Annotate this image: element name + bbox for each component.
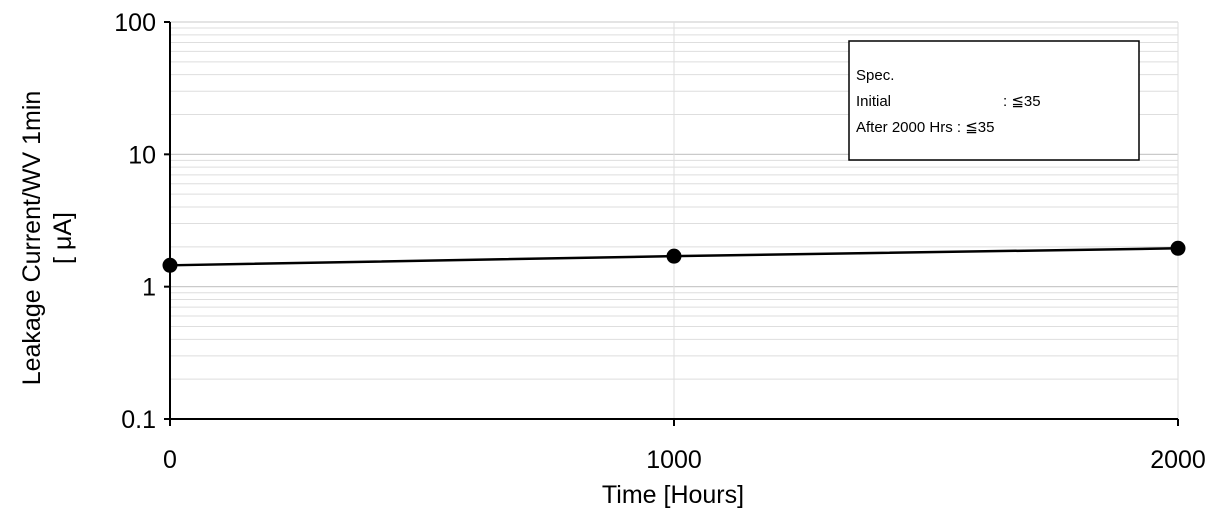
spec-initial-label: Initial — [856, 93, 891, 110]
spec-initial-value: : ≦35 — [1003, 93, 1041, 110]
y-tick-label: 1 — [142, 274, 156, 302]
x-tick-label: 2000 — [1150, 446, 1206, 474]
spec-box: Spec. Initial : ≦35 After 2000 Hrs : ≦35 — [848, 40, 1140, 161]
spec-title: Spec. — [856, 67, 894, 84]
y-tick-label: 10 — [128, 141, 156, 169]
spec-after-2000: After 2000 Hrs : ≦35 — [856, 119, 994, 136]
x-tick-labels: 0 1000 2000 — [163, 446, 1206, 474]
axis-ticks — [164, 21, 1179, 426]
data-point — [666, 248, 682, 264]
x-axis-title: Time [Hours] — [602, 481, 744, 509]
data-point — [162, 257, 178, 273]
y-tick-label: 100 — [114, 9, 156, 37]
x-tick-label: 0 — [163, 446, 177, 474]
y-tick-labels: 0.1 1 10 100 — [114, 9, 156, 434]
spec-box-frame — [848, 40, 1140, 161]
data-series — [162, 240, 1186, 273]
x-tick-label: 1000 — [646, 446, 702, 474]
y-axis-title-line2: [ μA] — [49, 212, 77, 264]
data-point — [1170, 240, 1186, 256]
y-axis-title-line1: Leakage Current/WV 1min — [18, 91, 46, 386]
y-tick-label: 0.1 — [121, 406, 156, 434]
